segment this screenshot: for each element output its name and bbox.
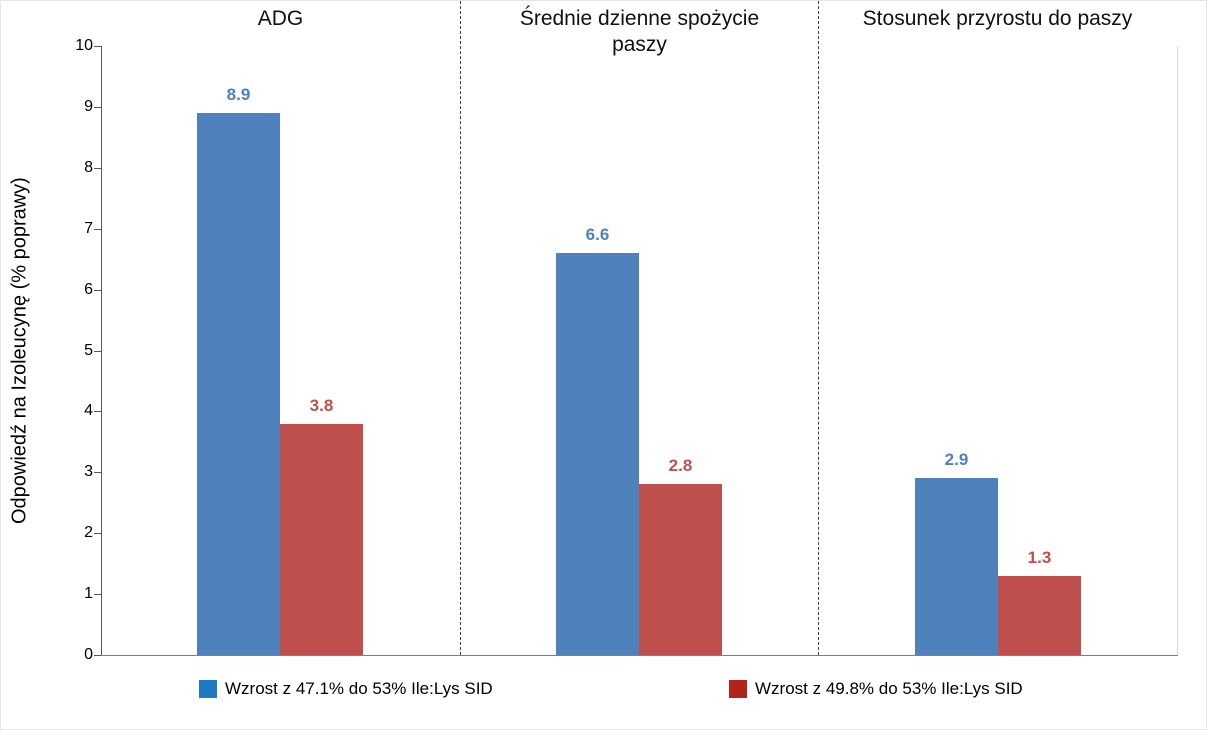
bar xyxy=(556,253,639,655)
y-axis-tick-label: 8 xyxy=(84,158,93,176)
y-axis-tick-label: 1 xyxy=(84,585,93,603)
legend-item: Wzrost z 47.1% do 53% Ile:Lys SID xyxy=(199,679,493,699)
y-axis-tickmark xyxy=(94,228,101,230)
panel-title: Stosunek przyrostu do paszy xyxy=(818,6,1177,32)
bar xyxy=(998,576,1081,655)
y-axis-title: Odpowiedź na Izoleucynę (% poprawy) xyxy=(8,177,31,524)
bar xyxy=(197,113,280,655)
bar-value-label: 2.9 xyxy=(944,450,969,469)
y-axis-tickmark xyxy=(94,533,101,535)
y-axis-tick-label: 4 xyxy=(84,402,93,420)
x-axis-line xyxy=(94,655,1178,656)
y-axis-tick-label: 7 xyxy=(84,219,93,237)
y-axis-tickmark xyxy=(94,106,101,108)
y-axis-tick-label: 6 xyxy=(84,280,93,298)
legend-swatch xyxy=(729,680,747,698)
y-axis-tickmark xyxy=(94,472,101,474)
y-axis-tick-label: 9 xyxy=(84,97,93,115)
panel-title: ADG xyxy=(101,6,460,32)
legend-label: Wzrost z 47.1% do 53% Ile:Lys SID xyxy=(225,679,493,698)
y-axis-tick-label: 5 xyxy=(84,341,93,359)
plot-right-border xyxy=(1177,46,1178,655)
y-axis-tickmark xyxy=(94,411,101,413)
y-axis-line xyxy=(101,46,102,656)
bar xyxy=(639,484,722,655)
bar-value-label: 8.9 xyxy=(226,85,251,104)
bar xyxy=(280,424,363,655)
y-axis-tickmark xyxy=(94,594,101,596)
panel-separator xyxy=(818,1,819,655)
panel-title-text: Stosunek przyrostu do paszy xyxy=(862,7,1133,30)
y-axis-tick-label: 10 xyxy=(75,37,93,54)
y-axis-tickmark xyxy=(94,655,101,656)
panel-title-text: ADG xyxy=(257,7,304,30)
panel-title-text: Średnie dzienne spożycie paszy xyxy=(519,7,760,56)
panel-title: Średnie dzienne spożycie paszy xyxy=(460,6,819,58)
bar-value-label: 3.8 xyxy=(309,396,334,415)
legend-label: Wzrost z 49.8% do 53% Ile:Lys SID xyxy=(755,679,1023,698)
y-axis-tick-label: 3 xyxy=(84,463,93,481)
bar xyxy=(915,478,998,655)
y-axis-tickmark xyxy=(94,289,101,291)
legend-item: Wzrost z 49.8% do 53% Ile:Lys SID xyxy=(729,679,1023,699)
y-axis-tickmark xyxy=(94,350,101,352)
panel-separator xyxy=(460,1,461,655)
bar-value-label: 2.8 xyxy=(668,456,693,475)
bar-value-label: 6.6 xyxy=(585,225,610,244)
y-axis-tick-label: 0 xyxy=(84,646,93,663)
legend-swatch xyxy=(199,680,217,698)
y-axis-tick-label: 2 xyxy=(84,524,93,542)
y-axis-tickmark xyxy=(94,46,101,47)
y-axis-tickmark xyxy=(94,167,101,169)
bar-value-label: 1.3 xyxy=(1027,548,1052,567)
